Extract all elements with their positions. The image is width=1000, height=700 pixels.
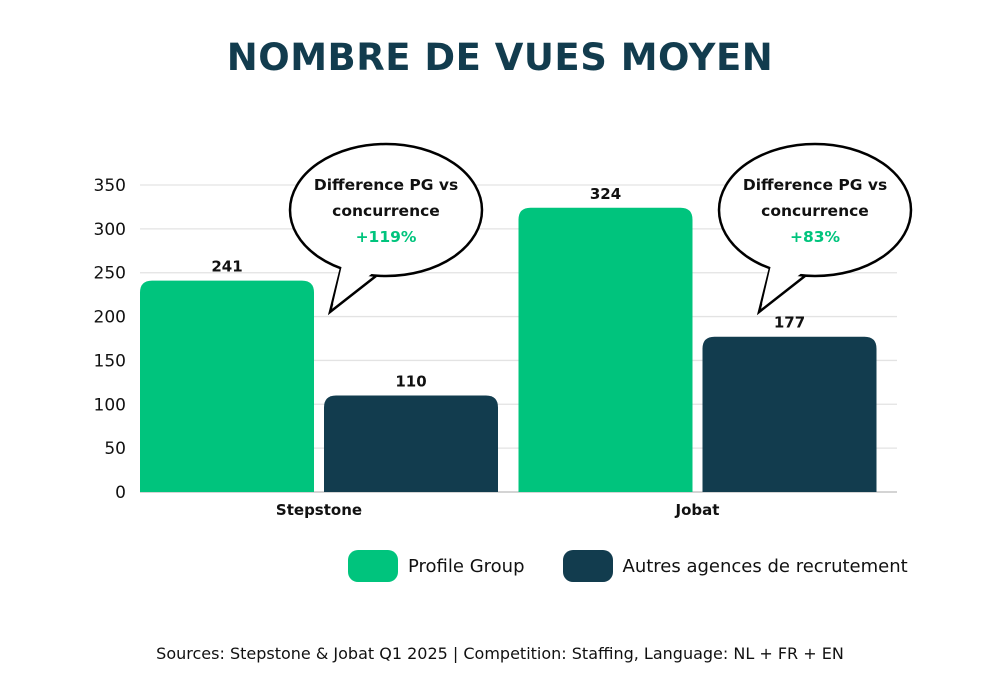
y-tick-label: 300: [94, 220, 126, 240]
legend-swatch: [348, 550, 398, 582]
callout-line2: concurrence: [332, 202, 440, 220]
callout-bubble: [288, 142, 484, 278]
bar-value-label: 241: [211, 258, 242, 276]
y-tick-label: 50: [104, 439, 126, 459]
y-tick-label: 0: [115, 483, 126, 503]
bar: [140, 280, 314, 492]
callout-value: +83%: [790, 228, 841, 246]
x-category-label: Jobat: [675, 501, 720, 519]
bar: [702, 336, 877, 492]
callout-tail-fill: [333, 265, 374, 304]
source-note: Sources: Stepstone & Jobat Q1 2025 | Com…: [156, 644, 844, 663]
legend-label: Autres agences de recrutement: [622, 555, 908, 577]
bar: [324, 395, 498, 492]
callout-line1: Difference PG vs: [743, 176, 887, 194]
callout-line1: Difference PG vs: [314, 176, 458, 194]
bar: [518, 207, 693, 492]
legend-label: Profile Group: [408, 555, 525, 577]
y-tick-label: 100: [94, 395, 126, 415]
y-tick-label: 350: [94, 176, 126, 196]
y-tick-label: 200: [94, 308, 126, 328]
y-tick-label: 250: [94, 264, 126, 284]
callout-bubble: [717, 142, 913, 278]
callout-value: +119%: [356, 228, 417, 246]
callout-line2: concurrence: [761, 202, 869, 220]
bar-value-label: 324: [590, 185, 621, 203]
legend-item-profile-group: Profile Group: [348, 550, 525, 582]
chart-title: NOMBRE DE VUES MOYEN: [226, 36, 774, 79]
legend-item-autres: Autres agences de recrutement: [562, 550, 908, 582]
legend: Profile Group Autres agences de recrutem…: [348, 550, 946, 582]
legend-swatch: [562, 550, 613, 582]
callout-tail-fill: [762, 265, 803, 304]
bar-value-label: 110: [395, 373, 426, 391]
x-category-label: Stepstone: [276, 501, 362, 519]
bar-value-label: 177: [774, 314, 805, 332]
y-tick-label: 150: [94, 351, 126, 371]
